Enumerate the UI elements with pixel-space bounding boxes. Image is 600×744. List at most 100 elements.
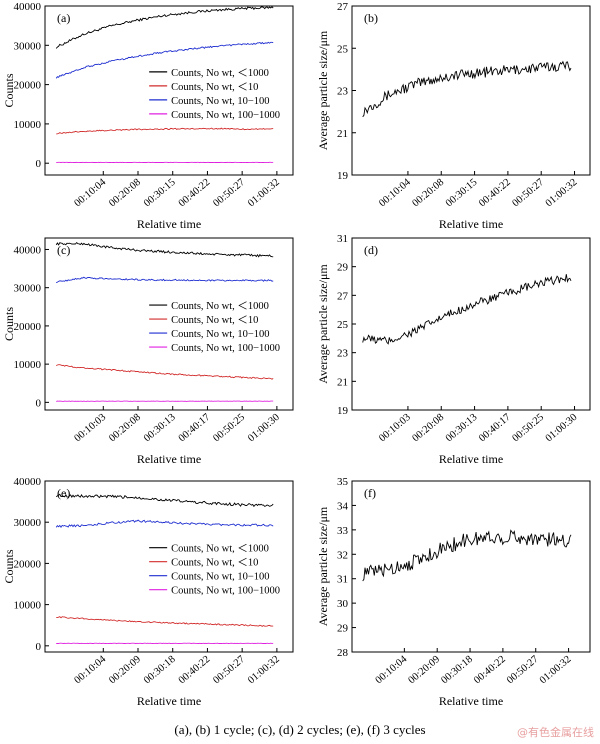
x-tick-label-d-5: 01:00:30 — [544, 412, 580, 444]
x-tick-label-a-5: 01:00:32 — [246, 177, 282, 209]
x-axis-label-e: Relative time — [137, 694, 201, 708]
panel-label-d: (d) — [364, 243, 378, 257]
plot-frame-b — [351, 5, 591, 176]
x-tick-label-f-1: 00:20:09 — [406, 654, 442, 686]
x-tick-label-c-4: 00:50:25 — [211, 412, 247, 444]
series-c-0 — [55, 241, 274, 258]
y-tick-label-a-3: 30000 — [14, 40, 42, 52]
x-tick-label-c-1: 00:20:08 — [107, 412, 143, 444]
y-tick-label-e-2: 20000 — [14, 558, 42, 570]
x-tick-label-b-1: 00:20:08 — [411, 177, 447, 209]
x-axis-label-d: Relative time — [439, 452, 503, 466]
x-tick-label-b-5: 01:00:32 — [544, 177, 580, 209]
y-tick-label-d-4: 27 — [337, 290, 349, 302]
series-e-0 — [55, 493, 274, 508]
y-tick-label-f-3: 31 — [337, 574, 348, 586]
series-e-1 — [56, 616, 274, 627]
y-axis-label-c: Counts — [2, 307, 16, 341]
y-tick-label-b-4: 27 — [337, 1, 349, 13]
x-tick-label-d-4: 00:50:25 — [510, 412, 546, 444]
legend-label-c-2: Counts, No wt, 10−100 — [171, 329, 269, 340]
legend-label-e-1: Counts, No wt, ＜10 — [171, 558, 258, 569]
plot-frame-f — [351, 480, 591, 653]
x-tick-label-f-0: 00:10:04 — [374, 653, 410, 686]
y-tick-label-f-1: 29 — [337, 623, 349, 635]
y-tick-label-f-0: 28 — [337, 647, 349, 659]
legend-label-e-0: Counts, No wt, ＜1000 — [171, 544, 269, 555]
series-a-1 — [56, 127, 274, 135]
y-axis-label-d: Average particle size/μm — [316, 264, 330, 384]
x-tick-label-b-0: 00:10:04 — [377, 176, 413, 209]
y-tick-label-a-4: 40000 — [14, 1, 42, 13]
series-b-0 — [362, 60, 572, 118]
legend-label-a-3: Counts, No wt, 100−1000 — [171, 110, 280, 121]
y-tick-label-f-5: 33 — [337, 525, 349, 537]
x-tick-label-e-5: 01:00:32 — [246, 654, 282, 686]
x-axis-label-a: Relative time — [137, 217, 201, 231]
x-tick-label-f-5: 01:00:32 — [538, 654, 574, 686]
y-tick-label-d-6: 31 — [337, 233, 348, 245]
x-tick-label-e-3: 00:40:22 — [177, 654, 213, 686]
y-tick-label-e-1: 10000 — [14, 600, 42, 612]
y-tick-label-b-3: 25 — [337, 43, 349, 55]
legend-label-e-3: Counts, No wt, 100−1000 — [171, 586, 280, 597]
legend-label-c-0: Counts, No wt, ＜1000 — [171, 301, 269, 312]
x-axis-label-b: Relative time — [439, 217, 503, 231]
y-tick-label-f-7: 35 — [337, 476, 349, 488]
y-tick-label-e-0: 0 — [36, 641, 42, 653]
panel-label-b: (b) — [364, 11, 378, 25]
series-a-2 — [55, 41, 274, 79]
y-axis-label-f: Average particle size/μm — [316, 506, 330, 626]
x-axis-label-c: Relative time — [137, 452, 201, 466]
x-tick-label-d-0: 00:10:03 — [377, 412, 413, 444]
x-tick-label-b-3: 00:40:22 — [477, 177, 513, 209]
y-tick-label-a-1: 10000 — [14, 119, 42, 131]
y-tick-label-c-4: 40000 — [14, 244, 42, 256]
x-tick-label-b-4: 00:50:27 — [510, 177, 546, 209]
x-tick-label-f-4: 00:50:27 — [505, 654, 541, 686]
x-tick-label-a-0: 00:10:04 — [73, 176, 109, 209]
y-tick-label-d-2: 23 — [337, 348, 349, 360]
x-tick-label-e-0: 00:10:04 — [73, 653, 109, 686]
y-tick-label-f-2: 30 — [337, 598, 349, 610]
y-tick-label-c-0: 0 — [36, 397, 42, 409]
x-tick-label-a-1: 00:20:08 — [107, 177, 143, 209]
series-c-1 — [55, 364, 274, 380]
figure-caption: (a), (b) 1 cycle; (c), (d) 2 cycles; (e)… — [174, 722, 426, 737]
y-tick-label-b-0: 19 — [337, 170, 349, 182]
y-tick-label-a-2: 20000 — [14, 80, 42, 92]
y-axis-label-e: Counts — [2, 549, 16, 583]
x-tick-label-c-0: 00:10:03 — [73, 412, 109, 444]
plot-frame-a — [44, 5, 294, 176]
series-e-2 — [55, 519, 274, 528]
x-tick-label-d-1: 00:20:08 — [411, 412, 447, 444]
y-tick-label-b-1: 21 — [337, 128, 348, 140]
x-tick-label-b-2: 00:30:15 — [444, 177, 480, 209]
series-a-0 — [55, 6, 274, 49]
x-tick-label-f-2: 00:30:18 — [439, 654, 475, 686]
x-tick-label-c-5: 01:00:30 — [246, 412, 282, 444]
legend-label-a-1: Counts, No wt, ＜10 — [171, 82, 258, 93]
legend-label-c-3: Counts, No wt, 100−1000 — [171, 343, 280, 354]
y-tick-label-e-3: 30000 — [14, 517, 42, 529]
series-f-0 — [362, 529, 572, 582]
x-tick-label-c-3: 00:40:17 — [177, 412, 213, 444]
x-tick-label-e-4: 00:50:27 — [211, 654, 247, 686]
panel-label-e: (e) — [57, 486, 70, 500]
x-tick-label-d-3: 00:40:17 — [477, 412, 513, 444]
y-axis-label-a: Counts — [2, 73, 16, 107]
plot-frame-e — [44, 480, 294, 653]
x-tick-label-a-4: 00:50:27 — [211, 177, 247, 209]
chart-d: 1921232527293100:10:0300:20:0800:30:1300… — [316, 233, 591, 466]
y-tick-label-c-2: 20000 — [14, 321, 42, 333]
y-tick-label-d-1: 21 — [337, 376, 348, 388]
y-tick-label-f-4: 32 — [337, 549, 348, 561]
legend-label-e-2: Counts, No wt, 10−100 — [171, 572, 269, 583]
y-tick-label-c-1: 10000 — [14, 359, 42, 371]
x-tick-label-c-2: 00:30:13 — [142, 412, 178, 444]
chart-f: 28 29 30 31 32 33 34 35 00:10:0400:20:0900:30:18… — [316, 476, 591, 708]
legend-label-a-0: Counts, No wt, ＜1000 — [171, 68, 269, 79]
y-tick-label-d-0: 19 — [337, 405, 349, 417]
